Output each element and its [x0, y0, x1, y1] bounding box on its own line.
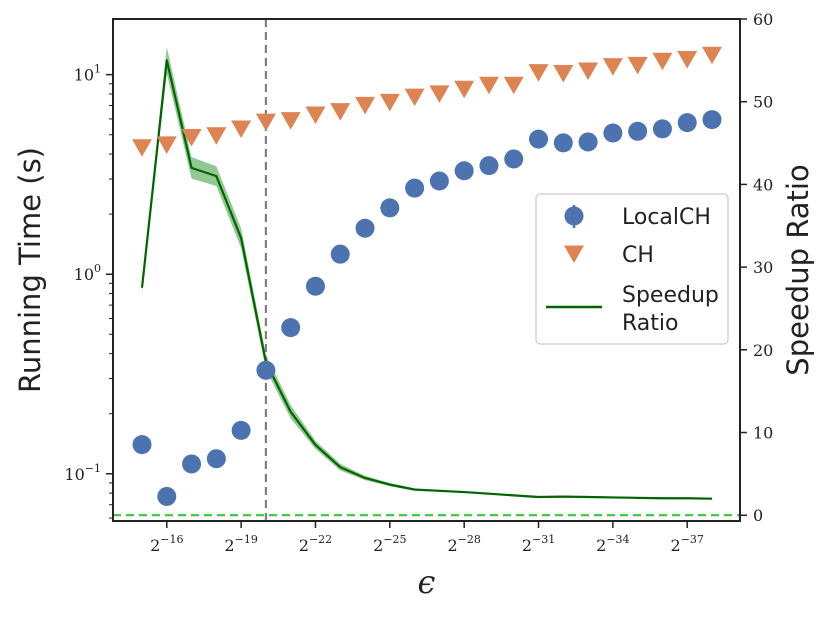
- legend-speedup-label-line2: Ratio: [622, 311, 678, 336]
- legend-ch-marker: [564, 245, 584, 263]
- localch-point: [504, 149, 524, 169]
- ch-point: [627, 56, 648, 75]
- right-y-axis-title: Speedup Ratio: [781, 164, 815, 375]
- right-tick-label: 60: [753, 10, 773, 29]
- ch-point: [429, 85, 450, 103]
- x-tick-label: 2−31: [522, 533, 555, 555]
- localch-point: [206, 449, 226, 469]
- ch-point: [702, 46, 722, 65]
- localch-point: [429, 171, 449, 191]
- localch-point: [405, 178, 425, 198]
- legend-speedup-label-line1: Speedup: [622, 283, 719, 308]
- localch-point: [132, 435, 152, 455]
- x-tick-label: 2−19: [224, 533, 257, 555]
- reference-lines-layer: [113, 19, 740, 521]
- ch-point: [206, 127, 227, 145]
- ch-point: [677, 50, 698, 69]
- legend-localch-label: LocalCH: [622, 205, 711, 230]
- localch-point: [578, 132, 598, 152]
- legend-ch-triangle: [564, 245, 584, 263]
- left-tick-label: 101: [74, 63, 101, 85]
- localch-point: [454, 161, 474, 181]
- localch-point: [529, 129, 549, 149]
- localch-point: [256, 360, 276, 380]
- localch-point: [603, 123, 623, 143]
- x-tick-label: 2−28: [447, 533, 480, 555]
- localch-point: [305, 276, 325, 296]
- legend-localch-marker: [564, 205, 584, 228]
- ch-point: [553, 64, 574, 83]
- localch-point: [182, 454, 202, 474]
- marker-layer: [132, 46, 722, 506]
- right-tick-label: 10: [753, 424, 773, 443]
- x-axis-title: ϵ: [418, 563, 436, 601]
- ch-point: [404, 88, 425, 107]
- ch-point: [156, 136, 177, 154]
- speedup-line-layer: [140, 59, 713, 500]
- localch-point: [355, 218, 375, 238]
- legend: LocalCH CH Speedup Ratio: [535, 193, 729, 345]
- right-tick-label: 40: [753, 175, 773, 194]
- right-tick-label: 0: [753, 506, 763, 525]
- ch-point: [231, 120, 252, 139]
- localch-point: [479, 156, 499, 176]
- ch-point: [528, 64, 549, 82]
- localch-point: [677, 113, 697, 133]
- left-tick-label: 100: [74, 262, 101, 284]
- ch-point: [181, 128, 202, 147]
- localch-point: [628, 121, 648, 141]
- localch-point: [702, 110, 722, 130]
- localch-point: [231, 420, 251, 440]
- ch-point: [132, 139, 152, 157]
- ch-point: [255, 113, 276, 132]
- localch-point: [281, 318, 301, 338]
- ch-point: [478, 76, 499, 95]
- right-tick-label: 30: [753, 258, 773, 277]
- localch-point: [652, 119, 672, 139]
- x-tick-label: 2−16: [150, 533, 183, 555]
- right-tick-label: 50: [753, 93, 773, 112]
- localch-point: [380, 198, 400, 218]
- ch-point: [330, 103, 351, 121]
- x-tick-label: 2−25: [373, 533, 406, 555]
- x-tick-label: 2−34: [596, 533, 629, 555]
- right-tick-label: 20: [753, 341, 773, 360]
- left-tick-label: 10−1: [64, 462, 101, 484]
- localch-point: [330, 244, 350, 264]
- x-tick-label: 2−22: [299, 533, 332, 555]
- ch-point: [305, 106, 326, 124]
- ch-point: [355, 96, 376, 115]
- ch-point: [280, 112, 301, 130]
- plot-frame: [112, 18, 741, 522]
- ch-point: [578, 62, 599, 80]
- ch-point: [652, 52, 673, 71]
- x-tick-label: 2−37: [671, 533, 704, 555]
- localch-point: [553, 133, 573, 153]
- ch-point: [503, 76, 524, 95]
- legend-ch-label: CH: [622, 243, 654, 268]
- ch-point: [454, 80, 475, 99]
- left-y-axis-title: Running Time (s): [13, 147, 47, 393]
- ch-point: [379, 93, 400, 112]
- localch-point: [157, 486, 177, 506]
- ch-point: [602, 58, 623, 76]
- speedup-ratio-line: [140, 59, 713, 500]
